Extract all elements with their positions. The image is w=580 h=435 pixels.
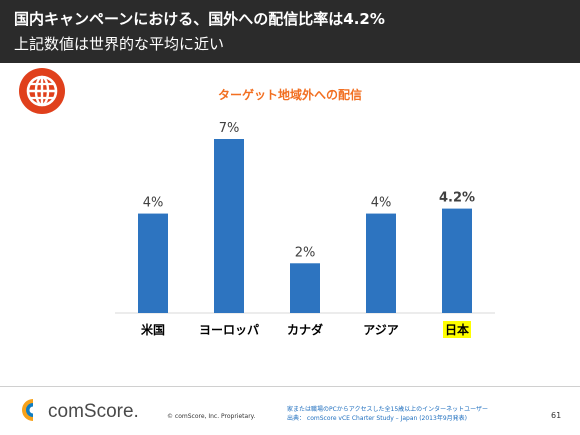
data-label: 4.2% — [439, 191, 475, 206]
slide-header: 国内キャンペーンにおける、国外への配信比率は4.2% 上記数値は世界的な平均に近… — [0, 0, 580, 63]
bar — [138, 213, 168, 313]
category-label: カナダ — [287, 322, 323, 337]
source-line-2: 出典： comScore vCE Charter Study – Japan (… — [287, 415, 467, 422]
page-number: 61 — [551, 411, 562, 420]
data-label: 4% — [371, 196, 392, 211]
footer-divider — [0, 386, 580, 387]
bar — [366, 213, 396, 313]
globe-icon — [19, 68, 65, 114]
comscore-logo: comScore. — [22, 399, 139, 422]
data-label: 7% — [219, 121, 240, 136]
source-note: 家または職場のPCからアクセスした全15歳以上のインターネットユーザー 出典： … — [287, 405, 488, 423]
data-label: 4% — [143, 196, 164, 211]
category-label: 日本 — [445, 322, 469, 337]
category-label: ヨーロッパ — [199, 323, 259, 337]
copyright-text: © comScore, Inc. Proprietary. — [167, 413, 256, 420]
category-label: アジア — [363, 323, 399, 337]
bar — [214, 139, 244, 313]
source-line-1: 家または職場のPCからアクセスした全15歳以上のインターネットユーザー — [287, 406, 489, 413]
chart-title: ターゲット地域外への配信 — [217, 88, 362, 102]
slide-title: 国内キャンペーンにおける、国外への配信比率は4.2% — [14, 10, 385, 28]
svg-text:comScore.: comScore. — [48, 401, 139, 422]
slide-subtitle: 上記数値は世界的な平均に近い — [14, 35, 225, 53]
category-highlight — [443, 321, 471, 338]
bar — [290, 263, 320, 313]
bar — [442, 208, 472, 313]
data-label: 2% — [295, 245, 316, 260]
category-label: 米国 — [141, 322, 165, 337]
